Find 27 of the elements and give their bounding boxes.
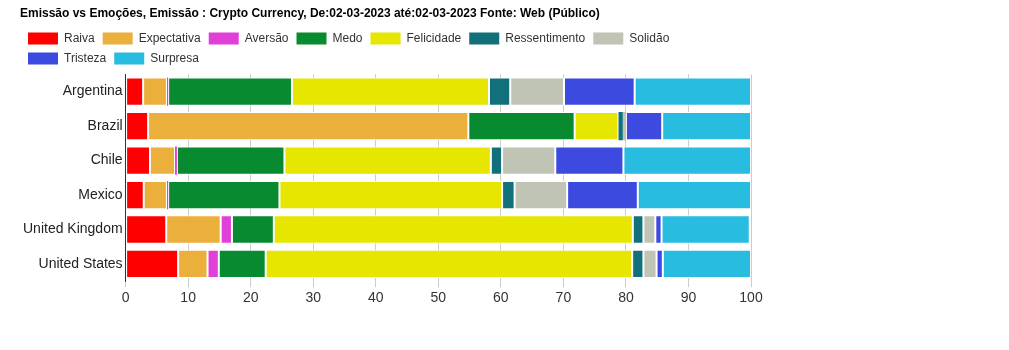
legend-label: Surpresa xyxy=(150,50,200,65)
x-tick-label: 40 xyxy=(367,289,384,306)
x-tick-label: 0 xyxy=(121,289,130,306)
legend-label: Expectativa xyxy=(138,30,202,45)
x-tick-label: 60 xyxy=(493,289,509,306)
y-tick-label: Chile xyxy=(90,151,123,168)
y-tick-label: Brazil xyxy=(87,116,123,133)
legend-label: Felicidade xyxy=(406,30,462,45)
y-tick-label: United States xyxy=(38,254,123,271)
legend-label: Aversão xyxy=(244,30,289,45)
legend-label: Ressentimento xyxy=(505,30,586,45)
y-tick-label: Argentina xyxy=(62,82,123,99)
x-tick-label: 90 xyxy=(680,289,697,306)
chart-title: Emissão vs Emoções, Emissão : Crypto Currency, De:02-03-2023 até:02-03-2023 Fonte: Web (Público) xyxy=(20,5,600,20)
legend-label: Medo xyxy=(332,30,363,45)
legend-label: Solidão xyxy=(629,30,670,45)
x-tick-label: 70 xyxy=(555,289,572,306)
y-tick-label: Mexico xyxy=(78,185,123,202)
x-tick-label: 20 xyxy=(242,289,259,306)
y-tick-label: United Kingdom xyxy=(22,220,123,237)
x-tick-label: 80 xyxy=(618,289,634,306)
x-tick-label: 30 xyxy=(305,289,322,306)
legend-label: Raiva xyxy=(64,30,96,45)
x-tick-label: 50 xyxy=(430,289,447,306)
x-tick-label: 100 xyxy=(739,289,763,306)
x-tick-label: 10 xyxy=(180,289,197,306)
legend-label: Tristeza xyxy=(64,50,107,65)
